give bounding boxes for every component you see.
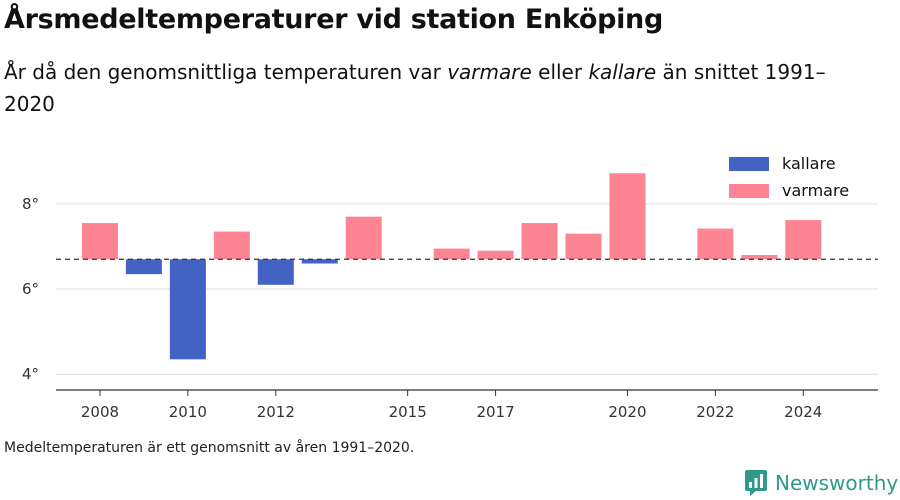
legend: kallare varmare [729,154,849,200]
bars-layer [81,173,822,360]
brand: Newsworthy [744,468,898,498]
bar-varmare-2014 [345,216,382,260]
subtitle-part-3: än snittet 1991–2020 [4,60,826,116]
subtitle-emphasis-colder: kallare [588,60,657,84]
x-tick-label: 2012 [257,403,295,421]
bar-varmare-2018 [521,223,558,260]
x-tick-label: 2024 [784,403,822,421]
bar-kallare-2012 [257,259,294,285]
temperature-bar-chart: 4° 6° 8° 2008 2010 2012 2015 2017 2020 2022 2024 k… [22,154,878,421]
y-tick-label: 6° [22,280,39,298]
bar-varmare-2024 [785,220,822,260]
bar-varmare-2022 [697,228,734,260]
bar-varmare-2016 [433,248,470,260]
legend-swatch-kallare [729,157,769,171]
x-tick-label: 2017 [476,403,514,421]
axis-layer: 4° 6° 8° 2008 2010 2012 2015 2017 2020 2022 2024 [22,195,878,421]
bar-varmare-2008 [81,223,118,260]
x-tick-label: 2020 [608,403,646,421]
bar-kallare-2009 [125,259,162,275]
legend-label-varmare: varmare [782,181,849,200]
bar-varmare-2019 [565,233,602,260]
subtitle-emphasis-warmer: varmare [447,60,532,84]
bar-kallare-2013 [301,259,338,264]
y-tick-label: 8° [22,195,39,213]
footnote: Medeltemperaturen är ett genomsnitt av å… [4,440,415,456]
bar-kallare-2010 [169,259,206,360]
bar-varmare-2023 [741,254,778,260]
x-tick-label: 2008 [81,403,119,421]
legend-swatch-varmare [729,184,769,198]
y-tick-label: 4° [22,365,39,383]
newsworthy-logo-icon [745,470,767,496]
brand-name: Newsworthy [775,471,899,495]
x-tick-label: 2015 [389,403,427,421]
bar-varmare-2017 [477,250,514,260]
subtitle-part-2: eller [531,60,589,84]
subtitle-part-1: År då den genomsnittliga temperaturen va… [4,60,448,84]
legend-label-kallare: kallare [782,154,836,173]
x-tick-label: 2010 [169,403,207,421]
bar-varmare-2011 [213,231,250,260]
x-tick-label: 2022 [696,403,734,421]
chart-subtitle: År då den genomsnittliga temperaturen va… [4,56,864,120]
chart-title: Årsmedeltemperaturer vid station Enköpin… [4,4,664,35]
bar-varmare-2020 [609,173,646,260]
